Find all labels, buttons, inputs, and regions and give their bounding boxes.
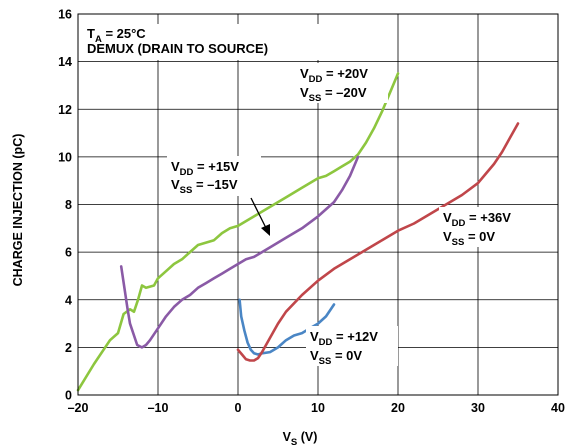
svg-text:VSS = –20V: VSS = –20V: [300, 85, 367, 104]
annotation-arrow: [250, 197, 270, 236]
svg-text:VSS = 0V: VSS = 0V: [310, 348, 362, 367]
annotation-20v: VDD = +20V VSS = –20V: [300, 66, 368, 104]
y-tick-label: 16: [58, 8, 72, 22]
series-line: [119, 155, 360, 349]
svg-text:VDD = +12V: VDD = +12V: [310, 329, 378, 348]
x-tick-label: –20: [68, 401, 89, 415]
plot-frame: [77, 13, 559, 396]
x-tick-label: 30: [471, 401, 485, 415]
x-axis-label: VS (V): [283, 430, 318, 446]
axis-ticks: –20 –10 0 10 20 30 40 0 2 4 6 8 10 12 14 16: [58, 8, 565, 416]
x-tick-label: 20: [391, 401, 405, 415]
svg-text:VDD = +36V: VDD = +36V: [443, 210, 511, 229]
annotation-backgrounds: [82, 24, 533, 366]
x-tick-label: 0: [235, 401, 242, 415]
conditions-temperature: TA = 25°C: [87, 26, 146, 45]
y-tick-label: 6: [65, 246, 72, 260]
series-line: [76, 72, 400, 392]
annotation-36v: VDD = +36V VSS = 0V: [443, 210, 511, 248]
series-line: [236, 122, 520, 362]
y-tick-label: 2: [65, 341, 72, 355]
annotation-background: [296, 63, 388, 103]
annotation-background: [439, 207, 533, 247]
y-tick-label: 12: [58, 103, 72, 117]
annotation-15v: VDD = +15V VSS = –15V: [171, 159, 239, 196]
y-tick-label: 8: [65, 198, 72, 212]
annotation-background: [306, 326, 398, 366]
x-tick-label: –10: [148, 401, 169, 415]
svg-text:VSS = –15V: VSS = –15V: [171, 177, 238, 196]
y-tick-label: 0: [65, 389, 72, 403]
x-tick-label: 10: [311, 401, 325, 415]
annotation-background: [167, 156, 261, 196]
svg-text:VSS = 0V: VSS = 0V: [443, 229, 495, 248]
arrow-head: [261, 224, 270, 236]
annotation-12v: VDD = +12V VSS = 0V: [310, 329, 378, 367]
y-axis-label: CHARGE INJECTION (pC): [11, 134, 25, 287]
svg-text:VDD = +15V: VDD = +15V: [171, 159, 239, 178]
y-tick-label: 14: [58, 55, 72, 69]
x-tick-label: 40: [551, 401, 565, 415]
annotation-background: [82, 24, 322, 60]
y-tick-label: 10: [58, 150, 72, 164]
y-tick-label: 4: [65, 293, 72, 307]
conditions-mode: DEMUX (DRAIN TO SOURCE): [87, 41, 268, 56]
svg-text:VDD = +20V: VDD = +20V: [300, 66, 368, 85]
